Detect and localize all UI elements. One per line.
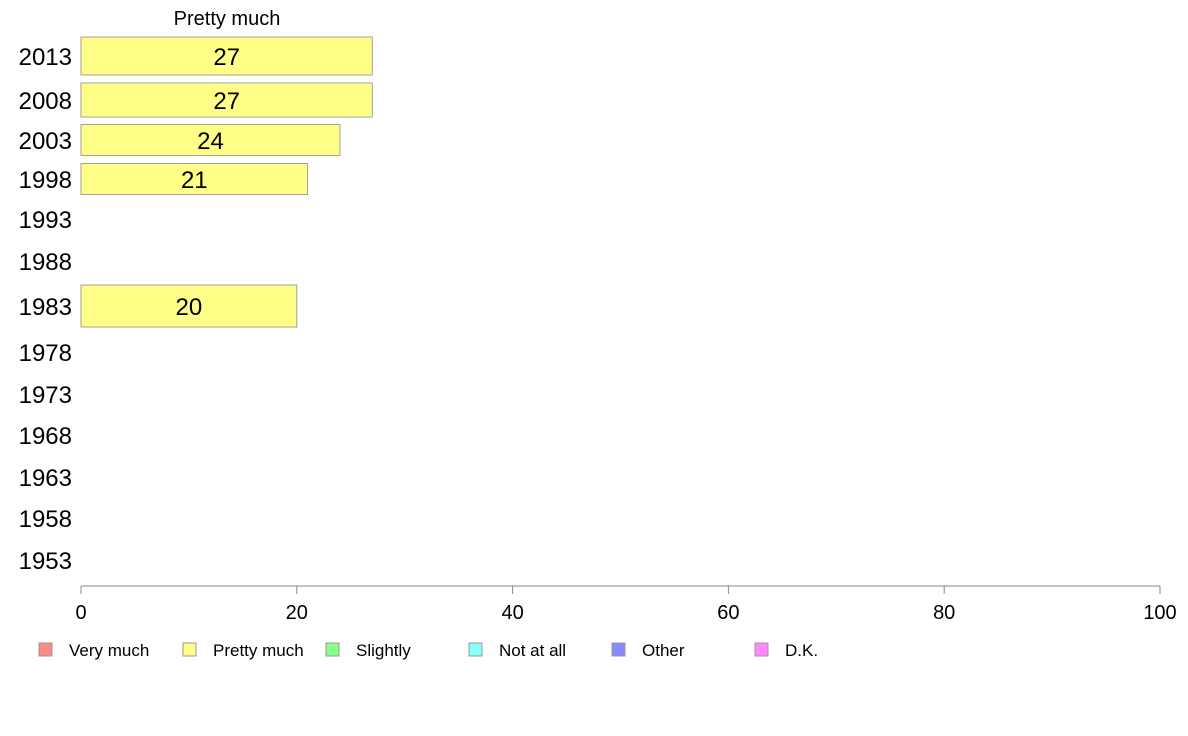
- legend-swatch-2: [325, 642, 340, 657]
- value-label-1983: 20: [176, 294, 203, 321]
- legend-swatch-1: [182, 642, 197, 657]
- category-label-1978: 1978: [19, 340, 72, 367]
- legend-label-5: D.K.: [785, 641, 818, 660]
- value-label-2013: 27: [213, 44, 240, 71]
- value-label-1998: 21: [181, 167, 208, 194]
- category-label-1983: 1983: [19, 294, 72, 321]
- category-label-1993: 1993: [19, 207, 72, 234]
- bar-2008: [80, 82, 373, 118]
- category-label-1998: 1998: [19, 167, 72, 194]
- category-label-2013: 2013: [19, 44, 72, 71]
- value-labels: 27 27 24 21 20: [176, 44, 240, 321]
- category-label-1988: 1988: [19, 249, 72, 276]
- category-label-1968: 1968: [19, 423, 72, 450]
- legend-swatch-3: [468, 642, 483, 657]
- legend-swatch-5: [754, 642, 769, 657]
- category-label-1973: 1973: [19, 382, 72, 409]
- x-tick-label-80: 80: [933, 602, 955, 624]
- x-tick-label-20: 20: [286, 602, 308, 624]
- category-label-1963: 1963: [19, 465, 72, 492]
- bar-2013: [80, 36, 373, 76]
- x-tick-label-100: 100: [1143, 602, 1176, 624]
- x-axis: 0 20 40 60 80 100: [75, 585, 1177, 624]
- x-tick-label-60: 60: [717, 602, 739, 624]
- series-title: Pretty much: [174, 8, 281, 30]
- legend-label-2: Slightly: [356, 641, 411, 660]
- value-label-2008: 27: [213, 88, 240, 115]
- legend-swatch-4: [611, 642, 626, 657]
- bar-1983: [80, 284, 298, 328]
- legend: Very much Pretty much Slightly Not at all Ot…: [38, 641, 818, 660]
- x-tick-label-40: 40: [501, 602, 523, 624]
- bar-2003: [80, 124, 341, 156]
- legend-swatch-0: [38, 642, 53, 657]
- bars-group: [80, 36, 373, 328]
- category-label-2008: 2008: [19, 88, 72, 115]
- category-label-1958: 1958: [19, 506, 72, 533]
- category-labels: 2013 2008 2003 1998 1993 1988 1983 1978 1973 1968…: [19, 44, 72, 575]
- bar-1998: [80, 163, 309, 195]
- x-tick-label-0: 0: [75, 602, 86, 624]
- legend-label-4: Other: [642, 641, 685, 660]
- category-label-1953: 1953: [19, 548, 72, 575]
- legend-label-3: Not at all: [499, 641, 566, 660]
- value-label-2003: 24: [197, 128, 224, 155]
- category-label-2003: 2003: [19, 128, 72, 155]
- legend-label-0: Very much: [69, 641, 149, 660]
- legend-label-1: Pretty much: [213, 641, 304, 660]
